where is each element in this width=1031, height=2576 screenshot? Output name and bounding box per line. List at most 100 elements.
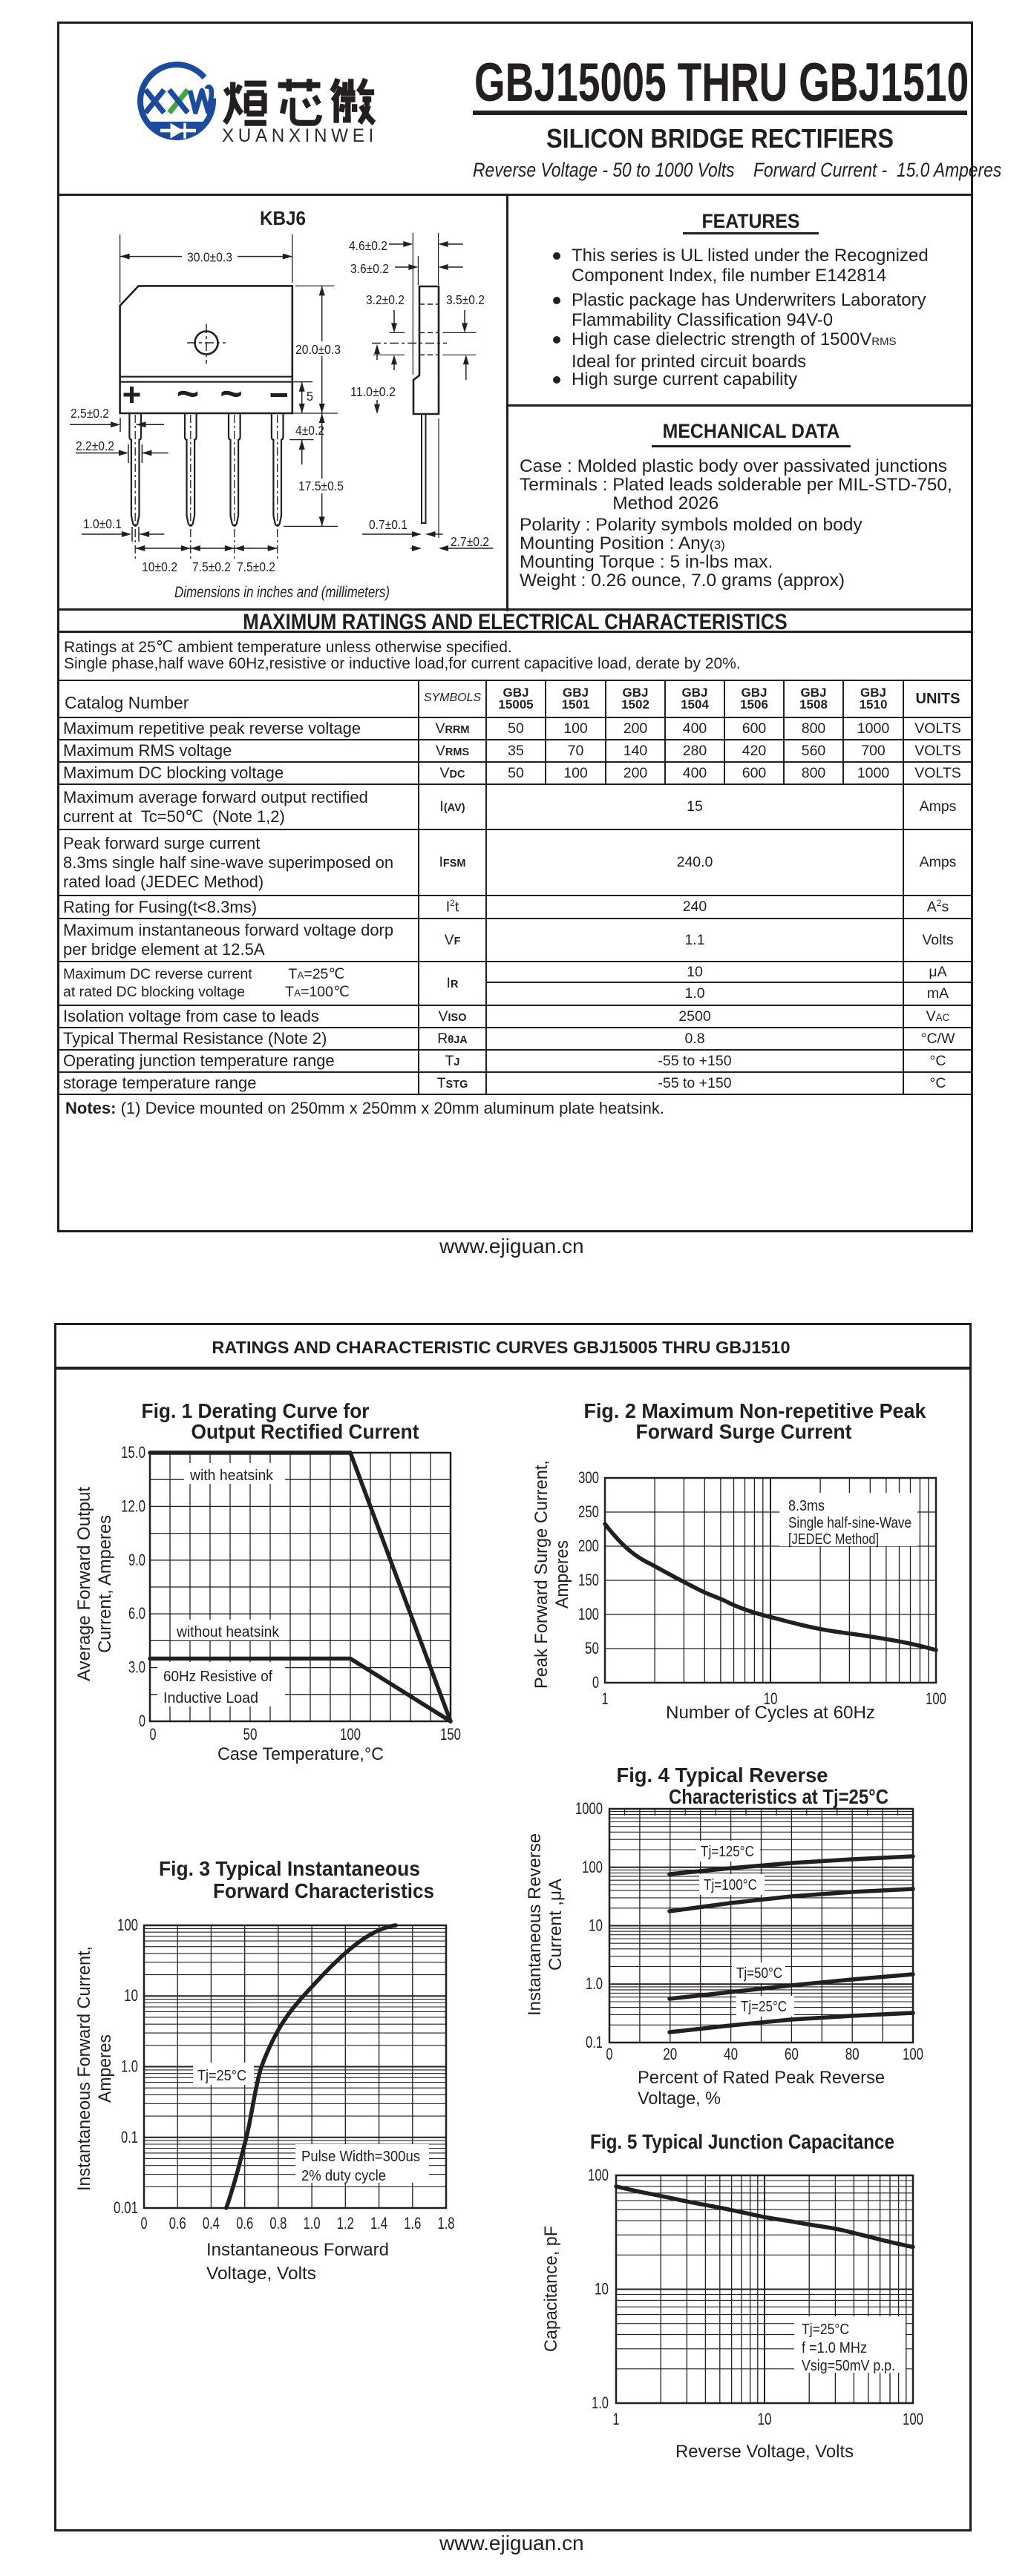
svg-text:0.6: 0.6 xyxy=(236,2214,253,2232)
svg-text:2.2±0.2: 2.2±0.2 xyxy=(76,438,114,453)
svg-text:80: 80 xyxy=(845,2045,860,2063)
svg-text:with heatsink: with heatsink xyxy=(189,1467,274,1484)
svg-text:Characteristics at Tj=25°C: Characteristics at Tj=25°C xyxy=(669,1785,888,1808)
svg-text:Current ,μA: Current ,μA xyxy=(546,1879,566,1971)
svg-text:without heatsink: without heatsink xyxy=(176,1623,280,1640)
svg-text:0: 0 xyxy=(141,2214,148,2232)
svg-text:Percent of Rated Peak Reverse: Percent of Rated Peak Reverse xyxy=(638,2068,885,2088)
svg-text:Forward Characteristics: Forward Characteristics xyxy=(213,1879,434,1902)
svg-text:17.5±0.5: 17.5±0.5 xyxy=(298,479,344,493)
svg-text:Case Temperature,°C: Case Temperature,°C xyxy=(217,1744,384,1764)
svg-text:Tj=25°C: Tj=25°C xyxy=(741,1998,787,2015)
svg-text:100: 100 xyxy=(340,1725,361,1744)
svg-text:3.6±0.2: 3.6±0.2 xyxy=(350,261,389,276)
svg-text:30.0±0.3: 30.0±0.3 xyxy=(187,250,232,265)
svg-text:10: 10 xyxy=(589,1916,603,1935)
svg-text:40: 40 xyxy=(724,2045,738,2063)
svg-text:8.3ms: 8.3ms xyxy=(788,1497,825,1514)
svg-text:10: 10 xyxy=(595,2280,609,2299)
svg-text:0: 0 xyxy=(150,1725,157,1744)
svg-text:3.0: 3.0 xyxy=(128,1658,145,1677)
svg-text:0.1: 0.1 xyxy=(121,2128,138,2146)
svg-text:0.8: 0.8 xyxy=(269,2214,287,2232)
svg-text:Reverse Voltage, Volts: Reverse Voltage, Volts xyxy=(675,2442,854,2462)
svg-text:1.2: 1.2 xyxy=(337,2214,354,2232)
svg-text:100: 100 xyxy=(903,2410,923,2428)
svg-text:Instantaneous Forward Current,: Instantaneous Forward Current, xyxy=(74,1946,94,2191)
svg-text:100: 100 xyxy=(926,1689,946,1708)
svg-text:250: 250 xyxy=(578,1502,599,1521)
svg-text:3.2±0.2: 3.2±0.2 xyxy=(366,292,405,307)
svg-text:1.0: 1.0 xyxy=(592,2393,609,2412)
svg-text:100: 100 xyxy=(588,2166,609,2184)
svg-text:0: 0 xyxy=(606,2045,613,2063)
svg-text:0.4: 0.4 xyxy=(203,2214,220,2232)
svg-text:1.0±0.1: 1.0±0.1 xyxy=(83,516,122,531)
svg-text:KBJ6: KBJ6 xyxy=(260,207,306,229)
svg-text:12.0: 12.0 xyxy=(121,1496,145,1515)
svg-text:Peak Forward Surge Current,: Peak Forward Surge Current, xyxy=(531,1460,551,1689)
svg-text:Single half-sine-Wave: Single half-sine-Wave xyxy=(788,1514,911,1531)
svg-text:0.7±0.1: 0.7±0.1 xyxy=(369,517,408,532)
svg-text:1000: 1000 xyxy=(575,1799,603,1818)
svg-text:Tj=25°C: Tj=25°C xyxy=(197,2067,246,2084)
svg-text:10: 10 xyxy=(758,2410,772,2428)
svg-text:Tj=25°C: Tj=25°C xyxy=(802,2321,849,2338)
svg-text:150: 150 xyxy=(440,1725,461,1744)
svg-text:1.4: 1.4 xyxy=(370,2214,387,2232)
svg-text:Forward Surge Current: Forward Surge Current xyxy=(636,1420,852,1443)
svg-text:5: 5 xyxy=(307,389,313,404)
svg-text:300: 300 xyxy=(578,1468,599,1487)
svg-text:3.5±0.2: 3.5±0.2 xyxy=(446,292,485,307)
svg-text:~: ~ xyxy=(220,372,242,415)
svg-text:10±0.2: 10±0.2 xyxy=(142,559,177,574)
svg-text:Inductive Load: Inductive Load xyxy=(163,1689,258,1706)
svg-text:Output Rectified Current: Output Rectified Current xyxy=(192,1420,419,1443)
svg-text:f =1.0 MHz: f =1.0 MHz xyxy=(802,2339,867,2356)
svg-text:20.0±0.3: 20.0±0.3 xyxy=(295,342,341,357)
svg-text:2% duty cycle: 2% duty cycle xyxy=(301,2167,386,2184)
svg-text:1.8: 1.8 xyxy=(438,2214,455,2232)
svg-text:Pulse Width=300us: Pulse Width=300us xyxy=(301,2148,420,2165)
svg-text:200: 200 xyxy=(578,1537,599,1555)
svg-text:Voltage, %: Voltage, % xyxy=(638,2089,721,2109)
svg-text:50: 50 xyxy=(243,1725,258,1744)
svg-text:Fig. 1 Derating Curve for: Fig. 1 Derating Curve for xyxy=(142,1399,370,1422)
svg-text:Capacitance, pF: Capacitance, pF xyxy=(541,2226,561,2352)
svg-text:Instantaneous Reverse: Instantaneous Reverse xyxy=(525,1833,545,2016)
svg-text:7.5±0.2: 7.5±0.2 xyxy=(192,559,231,574)
svg-text:Number of Cycles at 60Hz: Number of Cycles at 60Hz xyxy=(666,1703,875,1723)
svg-text:1.0: 1.0 xyxy=(586,1974,603,1993)
svg-text:Fig. 2 Maximum Non-repetitive: Fig. 2 Maximum Non-repetitive Peak xyxy=(584,1399,926,1422)
svg-text:Tj=100°C: Tj=100°C xyxy=(704,1876,757,1893)
svg-text:0: 0 xyxy=(139,1712,145,1730)
svg-text:15.0: 15.0 xyxy=(121,1443,145,1462)
svg-text:2.5±0.2: 2.5±0.2 xyxy=(71,406,109,421)
svg-text:100: 100 xyxy=(903,2045,923,2063)
svg-text:4±0.2: 4±0.2 xyxy=(295,423,324,438)
svg-text:Dimensions in inches and (mill: Dimensions in inches and (millimeters) xyxy=(174,583,390,601)
svg-text:1: 1 xyxy=(613,2410,620,2428)
svg-text:2.7±0.2: 2.7±0.2 xyxy=(451,534,489,549)
svg-text:10: 10 xyxy=(124,1986,138,2005)
svg-text:Fig. 5 Typical Junction Capaci: Fig. 5 Typical Junction Capacitance xyxy=(590,2130,894,2153)
svg-text:100: 100 xyxy=(117,1916,138,1934)
svg-text:11.0±0.2: 11.0±0.2 xyxy=(350,384,396,399)
svg-text:0.1: 0.1 xyxy=(586,2033,603,2051)
svg-text:Tj=125°C: Tj=125°C xyxy=(701,1843,754,1860)
svg-text:Instantaneous Forward: Instantaneous Forward xyxy=(206,2240,389,2260)
svg-text:Fig. 4 Typical Reverse: Fig. 4 Typical Reverse xyxy=(617,1764,828,1787)
svg-text:20: 20 xyxy=(663,2045,677,2063)
svg-text:50: 50 xyxy=(585,1639,599,1657)
svg-text:0.01: 0.01 xyxy=(114,2198,138,2217)
svg-text:Fig. 3 Typical Instantaneous: Fig. 3 Typical Instantaneous xyxy=(159,1857,420,1880)
svg-text:[JEDEC Method]: [JEDEC Method] xyxy=(788,1531,879,1548)
svg-text:1: 1 xyxy=(602,1689,609,1708)
svg-text:60Hz Resistive of: 60Hz Resistive of xyxy=(163,1668,272,1685)
svg-text:1.0: 1.0 xyxy=(304,2214,321,2232)
svg-text:60: 60 xyxy=(785,2045,799,2063)
svg-text:4.6±0.2: 4.6±0.2 xyxy=(349,238,387,253)
svg-text:9.0: 9.0 xyxy=(128,1551,145,1569)
svg-text:Voltage, Volts: Voltage, Volts xyxy=(206,2264,316,2284)
svg-text:Amperes: Amperes xyxy=(552,1540,572,1609)
